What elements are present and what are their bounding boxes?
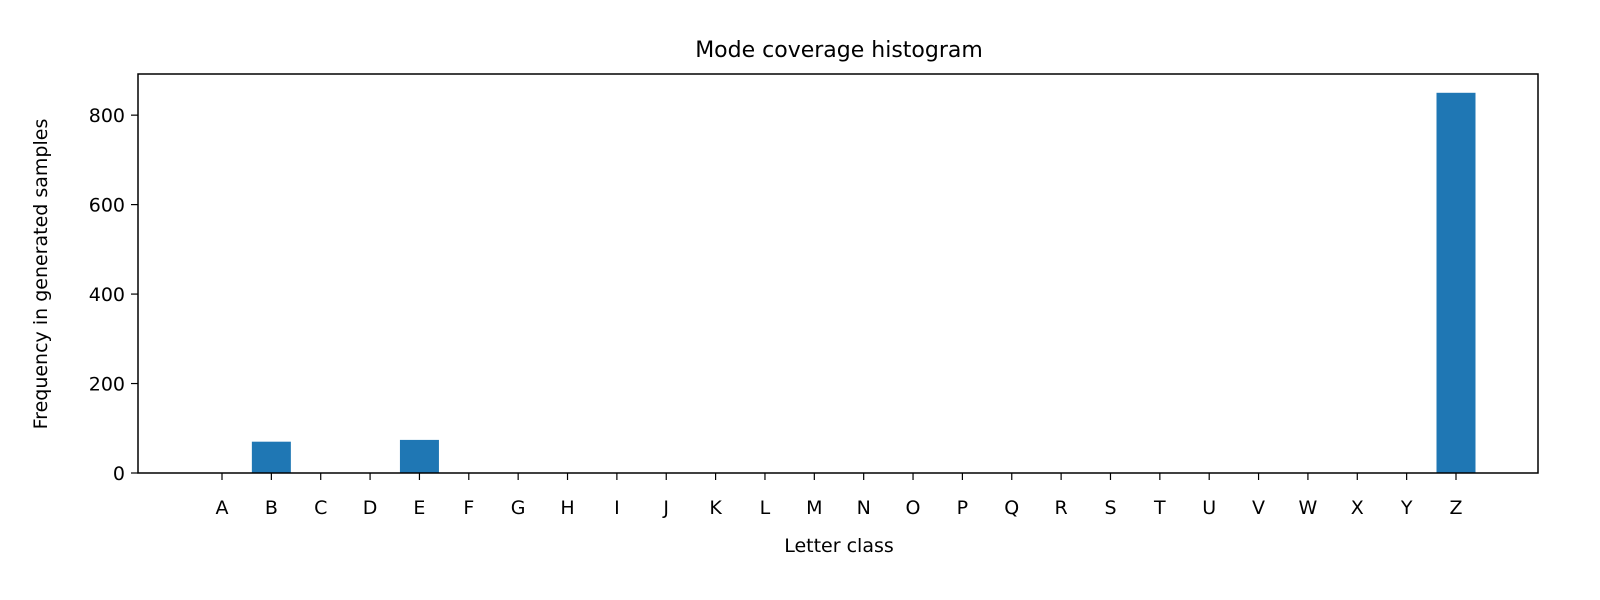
y-tick-label: 0 — [113, 463, 125, 485]
x-tick-label: L — [760, 497, 771, 519]
y-tick-label: 800 — [89, 105, 125, 127]
y-axis: 0 200 400 600 800 — [89, 105, 138, 485]
x-tick-label: T — [1153, 497, 1166, 519]
x-tick-label: V — [1252, 497, 1265, 519]
x-tick-label: E — [413, 497, 425, 519]
x-tick-label: B — [265, 497, 278, 519]
x-tick-label: X — [1351, 497, 1364, 519]
x-tick-label: R — [1055, 497, 1068, 519]
chart-title: Mode coverage histogram — [695, 38, 983, 63]
bar-z — [1436, 92, 1476, 473]
x-tick-label: D — [363, 497, 378, 519]
x-tick-label: O — [906, 497, 921, 519]
x-tick-label: P — [957, 497, 968, 519]
x-tick-label: F — [463, 497, 474, 519]
y-tick-label: 200 — [89, 374, 125, 396]
x-tick-label: G — [511, 497, 526, 519]
x-tick-label: A — [216, 497, 229, 519]
x-tick-label: I — [614, 497, 620, 519]
x-tick-label: W — [1299, 497, 1318, 519]
x-tick-label: J — [662, 497, 669, 519]
y-tick-label: 600 — [89, 195, 125, 217]
y-axis-label: Frequency in generated samples — [30, 119, 52, 430]
bar-b — [251, 441, 291, 473]
x-tick-label: K — [709, 497, 722, 519]
x-tick-label: Z — [1449, 497, 1462, 519]
y-tick-label: 400 — [89, 284, 125, 306]
x-tick-label: Y — [1400, 497, 1413, 519]
x-axis-label: Letter class — [784, 535, 894, 557]
x-tick-label: C — [314, 497, 327, 519]
plot-area-frame — [137, 73, 1539, 474]
x-tick-label: M — [806, 497, 822, 519]
bar-e — [399, 439, 439, 473]
x-tick-label: U — [1202, 497, 1216, 519]
x-tick-label: H — [560, 497, 574, 519]
bars-group — [251, 92, 1476, 473]
x-tick-label: Q — [1004, 497, 1019, 519]
x-tick-label: S — [1104, 497, 1116, 519]
x-axis: A B C D E F G H I J K L M N O P Q R S T U V W X Y Z — [216, 473, 1463, 519]
x-tick-label: N — [857, 497, 871, 519]
